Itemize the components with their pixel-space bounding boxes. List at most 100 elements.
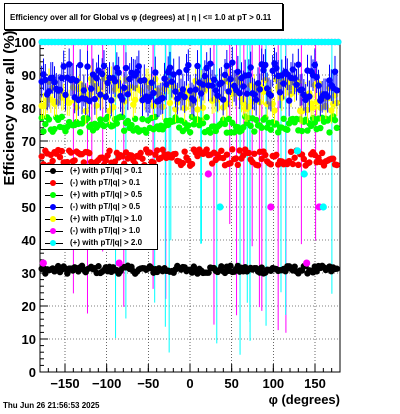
- legend-marker-red: [50, 180, 56, 186]
- data-point: [64, 158, 71, 166]
- data-point: [192, 86, 199, 93]
- data-point: [295, 161, 302, 169]
- data-point: [309, 104, 317, 111]
- data-point: [300, 155, 308, 163]
- legend-label: (-) with pT/|q| > 1.0: [70, 226, 141, 235]
- legend-label: (+) with pT/|q| > 2.0: [70, 238, 143, 247]
- data-point: [271, 107, 278, 114]
- y-axis-label: Efficiency over all (%): [1, 30, 18, 185]
- data-point: [128, 121, 135, 129]
- data-point: [252, 116, 260, 124]
- data-point: [97, 116, 104, 123]
- x-tick-label: 0: [186, 376, 193, 391]
- data-point: [152, 69, 159, 76]
- outlier-point: [216, 203, 224, 211]
- data-point: [234, 161, 242, 169]
- data-point: [185, 61, 192, 69]
- data-point: [247, 64, 254, 71]
- data-point: [285, 97, 293, 104]
- data-point: [329, 155, 337, 162]
- x-tick-label: −100: [92, 376, 121, 391]
- data-point: [194, 106, 201, 113]
- data-point: [91, 95, 99, 103]
- data-point: [230, 129, 238, 136]
- data-point: [100, 122, 108, 130]
- data-point: [331, 116, 339, 124]
- legend-item-0: (+) with pT/|q| > 0.1: [41, 166, 157, 178]
- outlier-point: [303, 259, 311, 267]
- data-point: [100, 62, 108, 70]
- data-point: [267, 161, 275, 168]
- chart-title: Efficiency over all for Global vs φ (deg…: [10, 13, 272, 22]
- data-point: [86, 149, 93, 157]
- data-point: [181, 148, 188, 155]
- data-point: [203, 114, 210, 121]
- data-point: [73, 77, 80, 84]
- data-point: [243, 90, 251, 97]
- data-point: [207, 129, 214, 136]
- data-point: [64, 270, 71, 277]
- data-point: [218, 263, 225, 270]
- data-point: [58, 147, 66, 155]
- data-point: [174, 95, 181, 102]
- y-tick-label: 40: [22, 233, 36, 248]
- data-point: [95, 263, 102, 270]
- outlier-point: [319, 203, 327, 211]
- data-point: [291, 154, 298, 161]
- title-box: Efficiency over all for Global vs φ (deg…: [4, 3, 283, 30]
- x-tick-label: 50: [224, 376, 238, 391]
- y-tick-label: 90: [22, 68, 36, 83]
- data-point: [67, 149, 75, 156]
- data-point: [306, 159, 313, 166]
- legend-marker-black: [50, 168, 56, 174]
- legend-marker-cyan: [50, 240, 56, 246]
- data-point: [287, 148, 295, 156]
- legend-marker-yellow: [50, 216, 56, 222]
- data-point: [76, 61, 84, 69]
- data-point: [58, 113, 66, 121]
- data-point: [199, 119, 207, 127]
- data-point: [280, 115, 287, 122]
- data-point: [139, 115, 146, 123]
- data-point: [49, 157, 56, 165]
- data-point: [311, 119, 319, 126]
- data-point: [267, 92, 275, 99]
- data-point: [331, 68, 339, 75]
- legend-item-4: (+) with pT/|q| > 1.0: [41, 214, 157, 226]
- data-point: [229, 59, 236, 66]
- data-point: [84, 63, 91, 70]
- data-point: [251, 150, 258, 157]
- x-tick-label: −150: [50, 376, 79, 391]
- data-point: [97, 91, 104, 98]
- legend-label: (+) with pT/|q| > 0.1: [70, 166, 143, 175]
- x-axis-label: φ (degrees): [269, 392, 340, 407]
- data-point: [106, 147, 113, 155]
- data-point: [254, 162, 262, 169]
- data-point: [205, 269, 212, 276]
- data-point: [108, 97, 115, 104]
- data-point: [267, 126, 275, 133]
- data-point: [142, 129, 150, 136]
- outlier-point: [115, 259, 123, 267]
- data-point: [172, 150, 179, 158]
- data-point: [234, 68, 242, 75]
- outlier-point: [267, 203, 275, 211]
- data-point: [111, 158, 119, 165]
- data-point: [223, 151, 231, 158]
- data-point: [122, 64, 130, 72]
- data-point: [120, 127, 128, 134]
- data-point: [51, 125, 58, 133]
- outlier-point: [293, 147, 302, 155]
- data-point: [137, 149, 144, 157]
- data-point: [256, 86, 264, 93]
- data-point: [153, 147, 161, 154]
- data-point: [258, 124, 265, 131]
- data-point: [56, 153, 64, 161]
- data-point: [120, 84, 128, 92]
- data-point: [291, 263, 298, 270]
- data-point: [38, 153, 45, 160]
- data-point: [295, 61, 302, 68]
- legend-item-1: (-) with pT/|q| > 0.1: [41, 178, 157, 190]
- legend-item-2: (+) with pT/|q| > 0.5: [41, 190, 157, 202]
- data-point: [247, 122, 254, 130]
